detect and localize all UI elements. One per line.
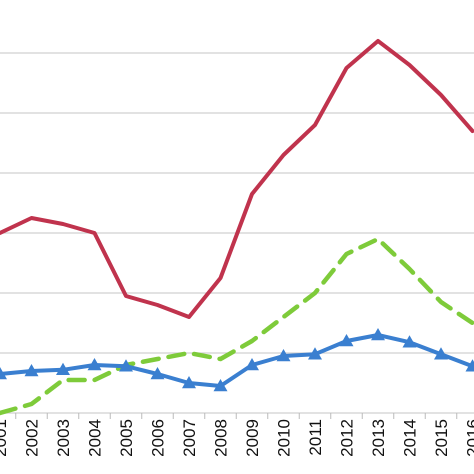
series-3-point <box>339 334 354 347</box>
x-tick-label: 2006 <box>149 419 168 457</box>
series-lines <box>0 39 474 416</box>
series-3-point <box>119 359 133 372</box>
x-tick-label: 2005 <box>117 419 136 457</box>
x-axis-tick-labels: 2001 2002 2003 2004 2005 2006 2007 2008 2009 2010… <box>0 419 474 457</box>
series-3-point <box>371 328 385 341</box>
series-3-point <box>465 359 474 372</box>
x-tick-label: 2014 <box>401 419 420 457</box>
x-tick-label: 2001 <box>0 419 10 457</box>
x-tick-label: 2007 <box>180 419 199 457</box>
series-line-3 <box>0 333 474 388</box>
series-3-point <box>402 335 417 348</box>
x-tick-label: 2008 <box>212 419 231 457</box>
series-line-2 <box>0 236 474 416</box>
series-3-point <box>87 358 102 371</box>
series-3-point <box>0 367 7 380</box>
series-3-point <box>24 364 39 377</box>
x-tick-label: 2004 <box>86 419 105 457</box>
x-tick-label: 2010 <box>275 419 294 457</box>
x-tick-label: 2002 <box>23 419 42 457</box>
x-tick-label: 2016 <box>464 419 474 457</box>
x-tick-label: 2003 <box>54 419 73 457</box>
series-3-point <box>245 358 259 371</box>
series-3-point <box>276 349 291 362</box>
series-3-point <box>434 347 448 360</box>
series-3-point <box>213 379 228 392</box>
series-markers <box>0 328 474 392</box>
series-3-point <box>182 376 196 389</box>
x-tick-label: 2009 <box>243 419 262 457</box>
series-3-point <box>56 362 70 376</box>
x-tick-label: 2012 <box>338 419 357 457</box>
x-tick-label: 2013 <box>369 419 388 457</box>
series-3-point <box>308 347 322 360</box>
series-3-point <box>150 367 165 380</box>
x-tick-label: 2015 <box>432 419 451 457</box>
gridlines <box>0 52 474 419</box>
series-line-1 <box>0 39 474 319</box>
x-tick-label: 2011 <box>306 419 325 456</box>
